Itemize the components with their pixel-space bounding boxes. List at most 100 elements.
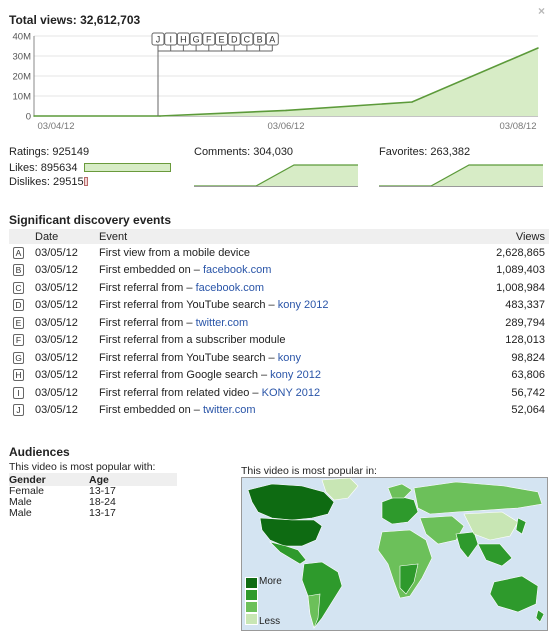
- event-description: First embedded on – twitter.com: [95, 402, 461, 420]
- event-date: 03/05/12: [35, 316, 78, 329]
- event-link[interactable]: kony: [277, 351, 301, 364]
- event-marker-badge: D: [13, 299, 24, 312]
- likes-label: Likes: 895634: [9, 162, 78, 174]
- event-description: First referral from Google search – kony…: [95, 367, 461, 385]
- event-marker-badge: G: [13, 351, 24, 364]
- event-marker-label: C: [244, 35, 251, 45]
- event-description: First referral from YouTube search – kon…: [95, 297, 461, 315]
- audience-age: 18-24: [89, 496, 116, 508]
- discovery-event-row: F 03/05/12 First referral from a subscribe…: [9, 332, 549, 350]
- event-link[interactable]: facebook.com: [202, 264, 272, 277]
- map-legend-scale: [245, 577, 258, 625]
- event-link[interactable]: kony 2012: [270, 369, 321, 382]
- event-date: 03/05/12: [35, 369, 78, 382]
- event-views: 56,742: [511, 386, 545, 399]
- audiences-subtitle: This video is most popular with:: [9, 461, 156, 473]
- legend-swatch: [245, 613, 258, 625]
- event-marker-badge: E: [13, 316, 24, 329]
- legend-swatch: [245, 601, 258, 613]
- x-tick-label: 03/08/12: [500, 121, 537, 132]
- discovery-events-table: Date Event Views A 03/05/12 First view fro…: [9, 229, 549, 419]
- event-views: 483,337: [505, 299, 545, 312]
- audience-row: Male 18-24: [9, 497, 177, 508]
- discovery-event-row: I 03/05/12 First referral from related vid…: [9, 384, 549, 402]
- views-data-point: [537, 47, 539, 49]
- event-marker-box[interactable]: [265, 32, 279, 46]
- marker-column-header: [9, 229, 31, 244]
- event-marker: C: [9, 279, 31, 297]
- event-marker-badge: H: [13, 369, 24, 382]
- event-marker-label: B: [257, 35, 263, 45]
- x-tick-label: 03/06/12: [268, 121, 305, 132]
- event-date: 03/05/12: [35, 404, 78, 417]
- total-views-label: Total views: 32,612,703: [9, 13, 141, 27]
- event-views: 52,064: [511, 404, 545, 417]
- views-data-point: [285, 109, 287, 112]
- event-marker-box[interactable]: [189, 32, 203, 46]
- audiences-table: Gender Age Female 13-17 Male 18-24 Male 13-17: [9, 473, 177, 519]
- map-legend-more: More: [259, 576, 282, 587]
- event-text: First referral from YouTube search –: [99, 299, 278, 312]
- favorites-sparkline: [379, 164, 543, 187]
- event-date: 03/05/12: [35, 299, 78, 312]
- views-column-header: Views: [461, 229, 549, 244]
- event-marker-label: E: [218, 35, 224, 45]
- event-marker-label: F: [206, 35, 212, 45]
- audience-age: 13-17: [89, 485, 116, 497]
- event-date: 03/05/12: [35, 281, 78, 294]
- discovery-section-title: Significant discovery events: [9, 213, 172, 227]
- event-text: First referral from Google search –: [99, 369, 271, 382]
- close-icon[interactable]: ×: [537, 4, 545, 18]
- world-map[interactable]: More Less: [241, 477, 548, 631]
- event-text: First embedded on –: [99, 264, 203, 277]
- event-link[interactable]: KONY 2012: [261, 386, 321, 399]
- views-data-point: [33, 115, 35, 117]
- event-date: 03/05/12: [35, 246, 78, 259]
- event-link[interactable]: facebook.com: [195, 281, 265, 294]
- event-marker-badge: J: [13, 404, 24, 417]
- event-marker: I: [9, 384, 31, 402]
- discovery-event-row: D 03/05/12 First referral from YouTube sea…: [9, 297, 549, 315]
- event-link[interactable]: twitter.com: [202, 404, 256, 417]
- y-tick-label: 30M: [13, 52, 32, 63]
- map-legend-less: Less: [259, 616, 281, 627]
- discovery-event-row: J 03/05/12 First embedded on – twitter.com…: [9, 402, 549, 420]
- views-data-point: [159, 115, 161, 117]
- event-text: First referral from YouTube search –: [99, 351, 278, 364]
- event-views: 1,089,403: [496, 264, 545, 277]
- y-tick-label: 10M: [13, 92, 32, 103]
- y-tick-label: 20M: [13, 72, 32, 83]
- event-text: First referral from related video –: [99, 386, 262, 399]
- gender-column-header: Gender: [9, 473, 89, 486]
- event-link[interactable]: kony 2012: [277, 299, 329, 312]
- event-marker-box[interactable]: [202, 32, 216, 46]
- audience-gender: Female: [9, 485, 45, 497]
- event-marker: D: [9, 297, 31, 315]
- event-views: 289,794: [505, 316, 545, 329]
- event-marker-box[interactable]: [151, 32, 165, 46]
- event-marker-badge: I: [13, 386, 24, 399]
- event-marker-box[interactable]: [253, 32, 267, 46]
- event-marker-badge: A: [13, 246, 24, 259]
- comments-label: Comments: 304,030: [194, 146, 294, 158]
- discovery-event-row: C 03/05/12 First referral from – facebook.…: [9, 279, 549, 297]
- event-marker-box[interactable]: [176, 32, 190, 46]
- table-header-row: Date Event Views: [9, 229, 549, 244]
- event-marker-box[interactable]: [164, 32, 178, 46]
- audiences-header-row: Gender Age: [9, 473, 177, 486]
- likes-bar: [84, 163, 171, 172]
- map-title: This video is most popular in:: [241, 465, 377, 477]
- event-text: First referral from –: [99, 316, 196, 329]
- event-marker-box[interactable]: [240, 32, 254, 46]
- favorites-label: Favorites: 263,382: [379, 146, 471, 158]
- world-map-graphic: [247, 478, 545, 629]
- event-text: First referral from –: [99, 281, 196, 294]
- event-marker-box[interactable]: [227, 32, 241, 46]
- event-marker: F: [9, 332, 31, 350]
- event-marker-box[interactable]: [215, 32, 228, 46]
- event-description: First referral from – facebook.com: [95, 279, 461, 297]
- event-views: 2,628,865: [496, 246, 545, 259]
- y-tick-label: 0: [26, 112, 31, 123]
- event-link[interactable]: twitter.com: [195, 316, 249, 329]
